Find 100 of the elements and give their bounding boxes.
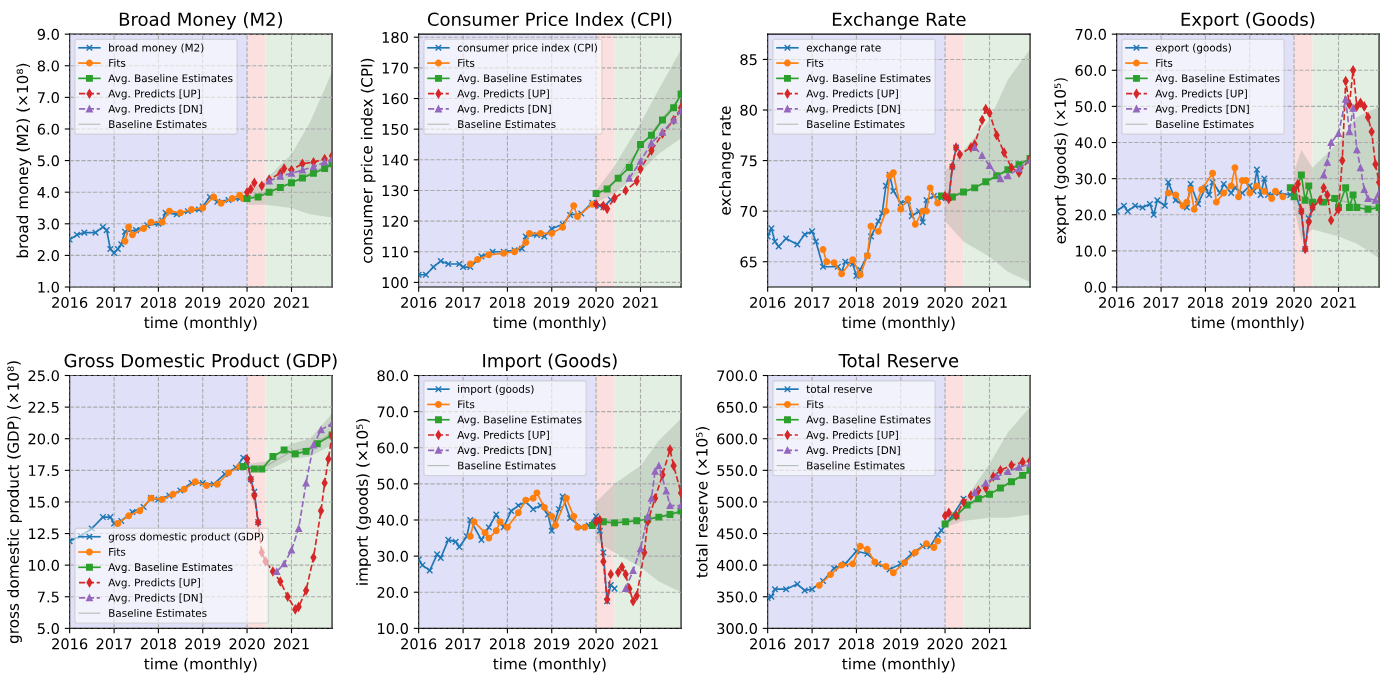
y-tick-label: 5.0	[37, 155, 59, 167]
y-tick-label: 12.5	[29, 528, 59, 540]
legend-label: Avg. Baseline Estimates	[108, 563, 233, 574]
y-tick-label: 70.0	[1075, 28, 1106, 40]
legend-label: Avg. Baseline Estimates	[108, 74, 233, 85]
y-axis-title: import (goods) (×10⁵)	[356, 419, 371, 585]
legend-label: total reserve	[806, 384, 872, 393]
x-tick-label: 2019	[883, 296, 919, 309]
x-tick-label: 2021	[623, 296, 658, 309]
y-tick-label: 450.0	[716, 528, 757, 540]
legend-label: Avg. Predicts [UP]	[806, 430, 898, 441]
legend-label: Avg. Predicts [UP]	[806, 89, 898, 100]
y-tick-label: 50.0	[1075, 101, 1106, 113]
legend-label: Avg. Predicts [DN]	[457, 104, 551, 115]
legend-label: Baseline Estimates	[109, 608, 207, 617]
legend-label: Avg. Predicts [DN]	[806, 104, 900, 115]
y-tick-label: 400.0	[716, 559, 757, 571]
legend-label: export (goods)	[1155, 43, 1231, 54]
y-tick-label: 70.0	[377, 406, 408, 418]
y-tick-label: 1.0	[38, 281, 59, 293]
y-tick-label: 7.0	[37, 92, 59, 104]
x-tick-label: 2016	[750, 296, 786, 309]
y-tick-label: 17.5	[29, 465, 59, 477]
legend-label: Baseline Estimates	[807, 461, 905, 470]
x-tick-label: 2017	[96, 296, 132, 309]
x-tick-label: 2018	[489, 296, 525, 309]
y-tick-label: 9.0	[37, 28, 59, 40]
legend-label: Avg. Predicts [DN]	[108, 104, 202, 115]
x-tick-label: 2019	[1232, 296, 1268, 309]
x-tick-label: 2018	[1187, 296, 1223, 309]
y-tick-label: 85	[740, 54, 757, 66]
chart-title: Exchange Rate	[832, 12, 966, 30]
x-tick-label: 2020	[927, 296, 963, 309]
y-tick-label: 30.0	[1075, 173, 1106, 185]
x-tick-label: 2021	[972, 296, 1007, 309]
x-tick-label: 2020	[578, 638, 614, 650]
y-tick-label: 160	[382, 93, 408, 105]
y-axis-title: broad money (M2) (×10⁸)	[16, 63, 32, 258]
y-tick-label: 110	[382, 246, 408, 258]
x-tick-label: 2021	[274, 638, 309, 650]
x-tick-label: 2019	[185, 296, 221, 309]
y-tick-label: 0.0	[1084, 281, 1106, 293]
y-tick-label: 3.0	[37, 218, 59, 230]
x-tick-label: 2019	[534, 296, 570, 309]
legend-label: gross domestic product (GDP)	[108, 532, 264, 543]
y-tick-label: 20.0	[1075, 209, 1106, 221]
y-tick-label: 80.0	[377, 370, 408, 382]
x-tick-label: 2017	[445, 296, 481, 309]
x-tick-label: 2017	[794, 638, 830, 650]
y-axis-title: export (goods) (×10⁵)	[1054, 78, 1069, 244]
y-tick-label: 22.5	[28, 401, 59, 413]
x-axis-title: time (monthly)	[493, 316, 606, 332]
x-tick-label: 2017	[445, 638, 481, 650]
y-tick-label: 130	[382, 185, 408, 197]
y-tick-label: 10.0	[1076, 245, 1106, 257]
y-tick-label: 4.0	[37, 186, 59, 198]
x-axis-title: time (monthly)	[493, 657, 606, 673]
chart-title: Import (Goods)	[483, 353, 617, 371]
y-tick-label: 350.0	[717, 591, 757, 603]
x-tick-label: 2021	[274, 296, 309, 309]
x-tick-label: 2020	[229, 638, 265, 650]
legend-label: Avg. Predicts [DN]	[457, 446, 551, 457]
y-tick-label: 50.0	[377, 478, 408, 490]
x-tick-label: 2019	[534, 638, 570, 650]
legend-label: import (goods)	[458, 384, 534, 395]
y-tick-label: 5.0	[37, 623, 59, 635]
y-tick-label: 75	[740, 155, 757, 167]
x-axis-title: time (monthly)	[144, 316, 257, 332]
legend-label: exchange rate	[806, 43, 881, 54]
y-tick-label: 15.0	[29, 496, 59, 508]
legend-label: Fits	[109, 58, 126, 67]
chart-title: Export (Goods)	[1181, 12, 1315, 30]
legend-label: Avg. Baseline Estimates	[1155, 74, 1280, 85]
y-tick-label: 300.0	[717, 623, 757, 635]
legend-label: Avg. Baseline Estimates	[806, 415, 931, 426]
legend-label: consumer price index (CPI)	[457, 43, 597, 54]
y-tick-label: 100	[382, 277, 408, 289]
legend-label: Fits	[807, 400, 824, 409]
y-tick-label: 60.0	[377, 442, 408, 454]
x-tick-label: 2018	[838, 638, 874, 650]
y-tick-label: 40.0	[1075, 137, 1106, 149]
x-tick-label: 2021	[1321, 296, 1356, 309]
x-tick-label: 2019	[185, 638, 221, 650]
y-tick-label: 70	[740, 205, 757, 217]
x-axis-title: time (monthly)	[842, 316, 955, 332]
x-axis-title: time (monthly)	[1191, 316, 1304, 332]
y-axis-title: exchange rate	[719, 106, 734, 215]
x-tick-label: 2020	[927, 638, 963, 650]
y-tick-label: 550.0	[717, 465, 757, 477]
legend-label: Avg. Predicts [UP]	[457, 89, 549, 100]
y-tick-label: 20.0	[28, 433, 59, 445]
legend-label: Avg. Predicts [UP]	[1155, 89, 1247, 100]
y-tick-label: 8.0	[37, 60, 59, 72]
x-tick-label: 2017	[96, 638, 132, 650]
legend-label: Fits	[1156, 58, 1173, 67]
y-tick-label: 140	[382, 154, 408, 166]
legend-label: Avg. Baseline Estimates	[457, 415, 582, 426]
legend-label: Avg. Predicts [UP]	[108, 89, 200, 100]
legend-label: Fits	[458, 400, 475, 409]
y-tick-label: 80	[740, 104, 757, 116]
